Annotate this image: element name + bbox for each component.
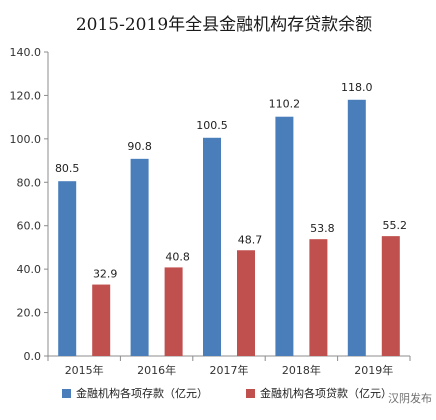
y-tick-label: 40.0 [17, 263, 42, 276]
data-label: 53.8 [310, 222, 335, 235]
bar [381, 236, 400, 356]
data-label: 48.7 [238, 233, 263, 246]
y-tick-label: 0.0 [24, 350, 42, 363]
y-tick-label: 100.0 [10, 133, 42, 146]
legend-label: 金融机构各项贷款（亿元） [260, 386, 392, 400]
y-tick-label: 140.0 [10, 46, 42, 59]
data-labels: 80.5 90.8 100.5 110.2 118.0 32.9 40.8 48.7 53.8 5… [55, 81, 407, 281]
y-tick-label: 80.0 [17, 176, 42, 189]
bar [275, 116, 294, 356]
bar [92, 284, 111, 356]
axes: 0.0 20.0 40.0 60.0 80.0 100.0 120.0 140.0 2015年 2… [10, 46, 411, 377]
bar [58, 181, 77, 356]
legend-swatch [246, 389, 255, 398]
chart-title: 2015-2019年全县金融机构存贷款余额 [76, 15, 372, 35]
bar [237, 250, 255, 356]
legend-swatch [62, 389, 71, 398]
y-tick-label: 120.0 [10, 89, 42, 102]
x-tick-label: 2019年 [354, 363, 393, 377]
data-label: 80.5 [55, 162, 80, 175]
x-tick-label: 2017年 [210, 363, 249, 377]
y-tick-label: 60.0 [17, 220, 42, 233]
data-label: 90.8 [127, 140, 152, 153]
bar [309, 239, 328, 356]
y-tick-label: 20.0 [17, 307, 42, 320]
data-label: 40.8 [165, 250, 190, 263]
data-label: 110.2 [269, 98, 301, 111]
data-label: 100.5 [196, 119, 228, 132]
x-tick-label: 2018年 [282, 363, 321, 377]
x-tick-label: 2015年 [65, 363, 104, 377]
bar [130, 158, 149, 356]
bar [203, 137, 221, 356]
bars [58, 99, 400, 357]
data-label: 32.9 [93, 268, 118, 281]
bar [164, 267, 183, 356]
x-tick-label: 2016年 [137, 363, 176, 377]
data-label: 118.0 [341, 81, 373, 94]
legend: 金融机构各项存款（亿元） 金融机构各项贷款（亿元） [62, 386, 392, 400]
bar [347, 99, 366, 357]
watermark-text: 汉阴发布 [388, 391, 432, 405]
data-label: 55.2 [383, 219, 408, 232]
legend-label: 金融机构各项存款（亿元） [76, 386, 208, 400]
